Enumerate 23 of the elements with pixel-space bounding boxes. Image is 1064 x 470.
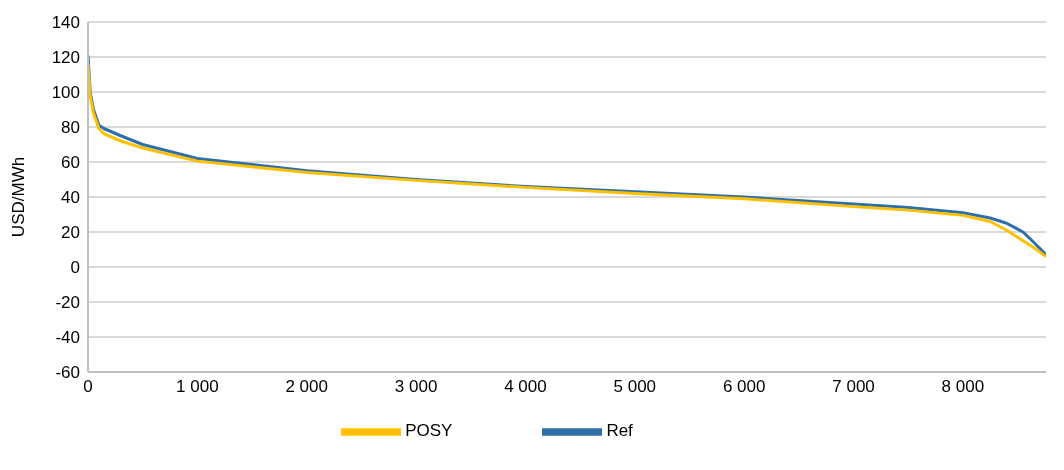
y-tick-label: 20 (61, 223, 80, 243)
y-tick-label: 80 (61, 118, 80, 138)
legend-label: Ref (606, 421, 633, 441)
y-axis-title: USD/MWh (9, 156, 29, 238)
y-tick-label: 60 (61, 153, 80, 173)
y-tick-label: 140 (51, 13, 80, 33)
x-tick-label: 8 000 (941, 377, 985, 397)
y-tick-label: -60 (55, 363, 80, 383)
x-tick-label: 0 (83, 377, 93, 397)
y-tick-label: 120 (51, 48, 80, 68)
y-tick-label: -20 (55, 293, 80, 313)
y-tick-label: -40 (55, 328, 80, 348)
x-tick-label: 3 000 (394, 377, 438, 397)
x-tick-label: 7 000 (832, 377, 875, 397)
x-tick-label: 1 000 (176, 377, 219, 397)
y-tick-label: 0 (70, 258, 80, 278)
legend-label: POSY (405, 421, 453, 441)
x-tick-label: 6 000 (722, 377, 766, 397)
x-tick-label: 4 000 (504, 377, 547, 397)
x-tick-label: 2 000 (285, 377, 328, 397)
y-tick-label: 40 (61, 188, 80, 208)
y-tick-label: 100 (51, 83, 80, 103)
x-tick-label: 5 000 (613, 377, 657, 397)
